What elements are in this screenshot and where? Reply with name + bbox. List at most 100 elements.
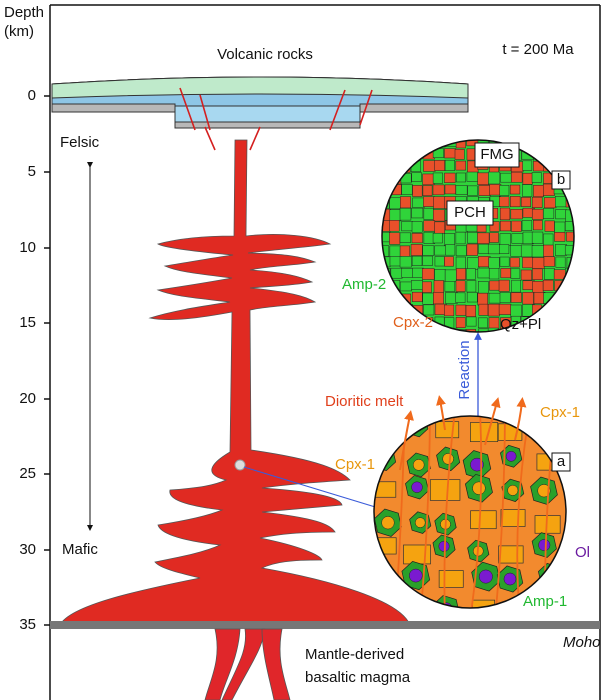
tick-label: 15 — [19, 314, 36, 331]
grain — [455, 245, 467, 257]
label: Cpx-1 — [540, 404, 580, 421]
grain — [401, 183, 413, 195]
tick-label: 20 — [19, 390, 36, 407]
grain — [382, 220, 391, 232]
grain — [499, 244, 510, 254]
label: FMG — [480, 146, 513, 163]
grain — [565, 305, 574, 317]
grain — [390, 149, 401, 160]
core — [409, 601, 421, 608]
grain — [577, 330, 589, 341]
grain — [444, 148, 457, 159]
grain — [423, 196, 435, 207]
grain — [511, 233, 524, 244]
grain — [455, 304, 467, 316]
grain — [412, 267, 424, 278]
grain — [399, 256, 412, 268]
core — [470, 457, 484, 472]
grain — [410, 244, 423, 256]
core — [478, 569, 493, 584]
grain — [531, 208, 544, 220]
grain — [422, 292, 434, 305]
melt-arrows — [399, 395, 527, 471]
grain — [521, 140, 532, 147]
grain — [455, 231, 466, 245]
label: t = 200 Ma — [502, 41, 574, 58]
grain — [423, 220, 436, 232]
grain — [509, 257, 520, 268]
grain — [522, 257, 534, 269]
grain — [478, 185, 491, 196]
grain — [422, 255, 433, 266]
label-box — [474, 142, 520, 168]
grain — [499, 207, 511, 221]
grain — [403, 544, 431, 565]
grain — [435, 421, 460, 439]
grain — [566, 140, 574, 150]
grain — [500, 509, 526, 527]
grain — [531, 196, 543, 208]
grain — [577, 160, 587, 171]
grain — [500, 268, 511, 279]
grain — [543, 208, 555, 219]
frame — [49, 4, 601, 700]
grain — [432, 184, 445, 196]
grain — [532, 281, 544, 294]
grain — [455, 280, 466, 292]
grain — [544, 267, 555, 280]
grain — [421, 140, 435, 148]
grain — [531, 245, 545, 258]
melt-vein — [469, 416, 483, 608]
grain — [399, 207, 412, 221]
core — [381, 516, 395, 530]
grain — [477, 292, 489, 306]
grain — [444, 159, 455, 171]
grain — [411, 221, 423, 233]
grain — [400, 196, 412, 209]
core — [414, 517, 426, 528]
grain — [382, 140, 390, 147]
grain — [488, 257, 500, 269]
grain — [470, 422, 499, 443]
grain — [399, 281, 413, 292]
grain — [499, 256, 510, 267]
grain — [531, 172, 542, 183]
tick-label: 25 — [19, 465, 36, 482]
grain — [533, 185, 544, 198]
grain — [510, 292, 522, 303]
grain — [489, 232, 499, 243]
grain — [444, 281, 456, 292]
grain — [382, 231, 391, 243]
grain — [382, 149, 390, 161]
grain — [531, 231, 544, 244]
grain — [499, 291, 511, 304]
grain — [399, 232, 411, 243]
grain — [577, 174, 587, 185]
grain — [509, 184, 521, 195]
grain — [388, 140, 401, 149]
label: Mantle-derived — [305, 646, 404, 663]
grain — [555, 256, 566, 268]
grain — [434, 269, 446, 282]
grain — [500, 172, 513, 183]
grain — [543, 305, 557, 317]
core — [538, 539, 551, 552]
grain — [564, 221, 574, 231]
grain — [411, 291, 423, 302]
grain — [382, 304, 389, 316]
grain — [432, 209, 445, 222]
grain — [466, 280, 477, 293]
grain — [411, 207, 424, 219]
label: PCH — [454, 204, 486, 221]
grain — [554, 316, 566, 329]
grain — [566, 160, 574, 172]
grain — [444, 256, 454, 267]
grain — [454, 148, 465, 160]
grain — [489, 184, 502, 196]
grain — [522, 160, 533, 171]
grain — [401, 268, 413, 278]
grain — [510, 209, 523, 220]
grain — [411, 233, 423, 244]
grain — [555, 196, 568, 208]
grain — [498, 303, 512, 315]
